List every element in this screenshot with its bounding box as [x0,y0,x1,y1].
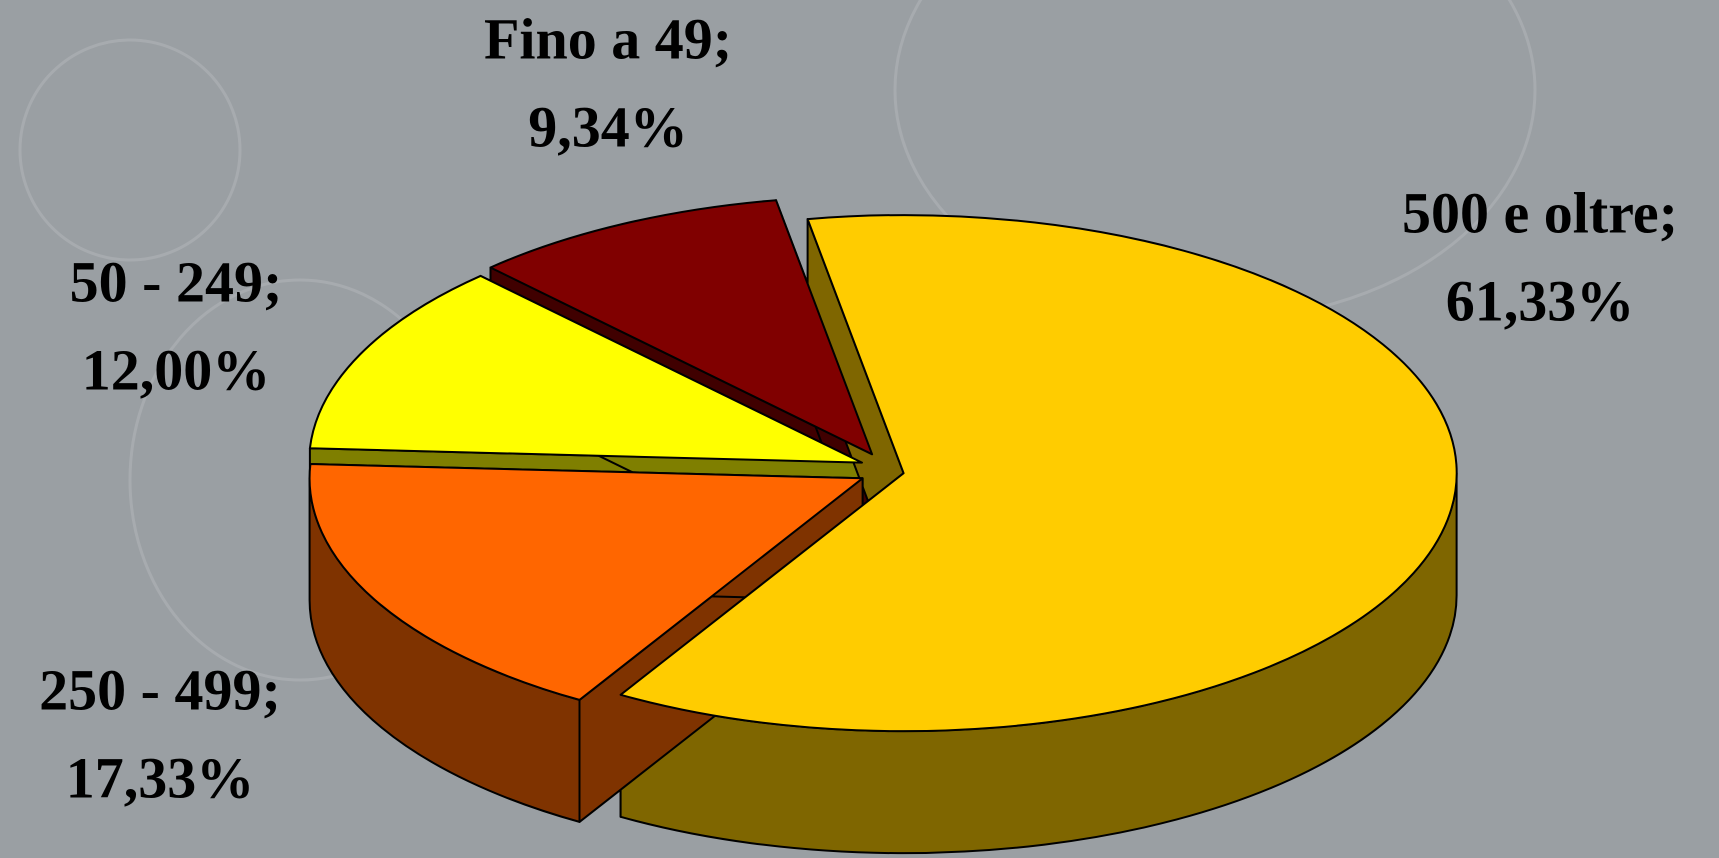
slice-label: 250 - 499; [39,657,281,722]
page: {"chart_data": {"type": "pie", "categori… [0,0,1719,858]
slice-label: Fino a 49; [484,6,732,71]
value-label: 9,34% [528,94,688,159]
value-label: 12,00% [82,337,271,402]
slice-label: 50 - 249; [70,249,283,314]
value-label: 17,33% [66,745,255,810]
slice-label: 500 e oltre; [1402,180,1678,245]
value-label: 61,33% [1446,268,1635,333]
chart: 500 e oltre; 61,33% 250 - 499; 17,33% 50 - 2… [0,0,1719,858]
pie [310,200,1457,853]
